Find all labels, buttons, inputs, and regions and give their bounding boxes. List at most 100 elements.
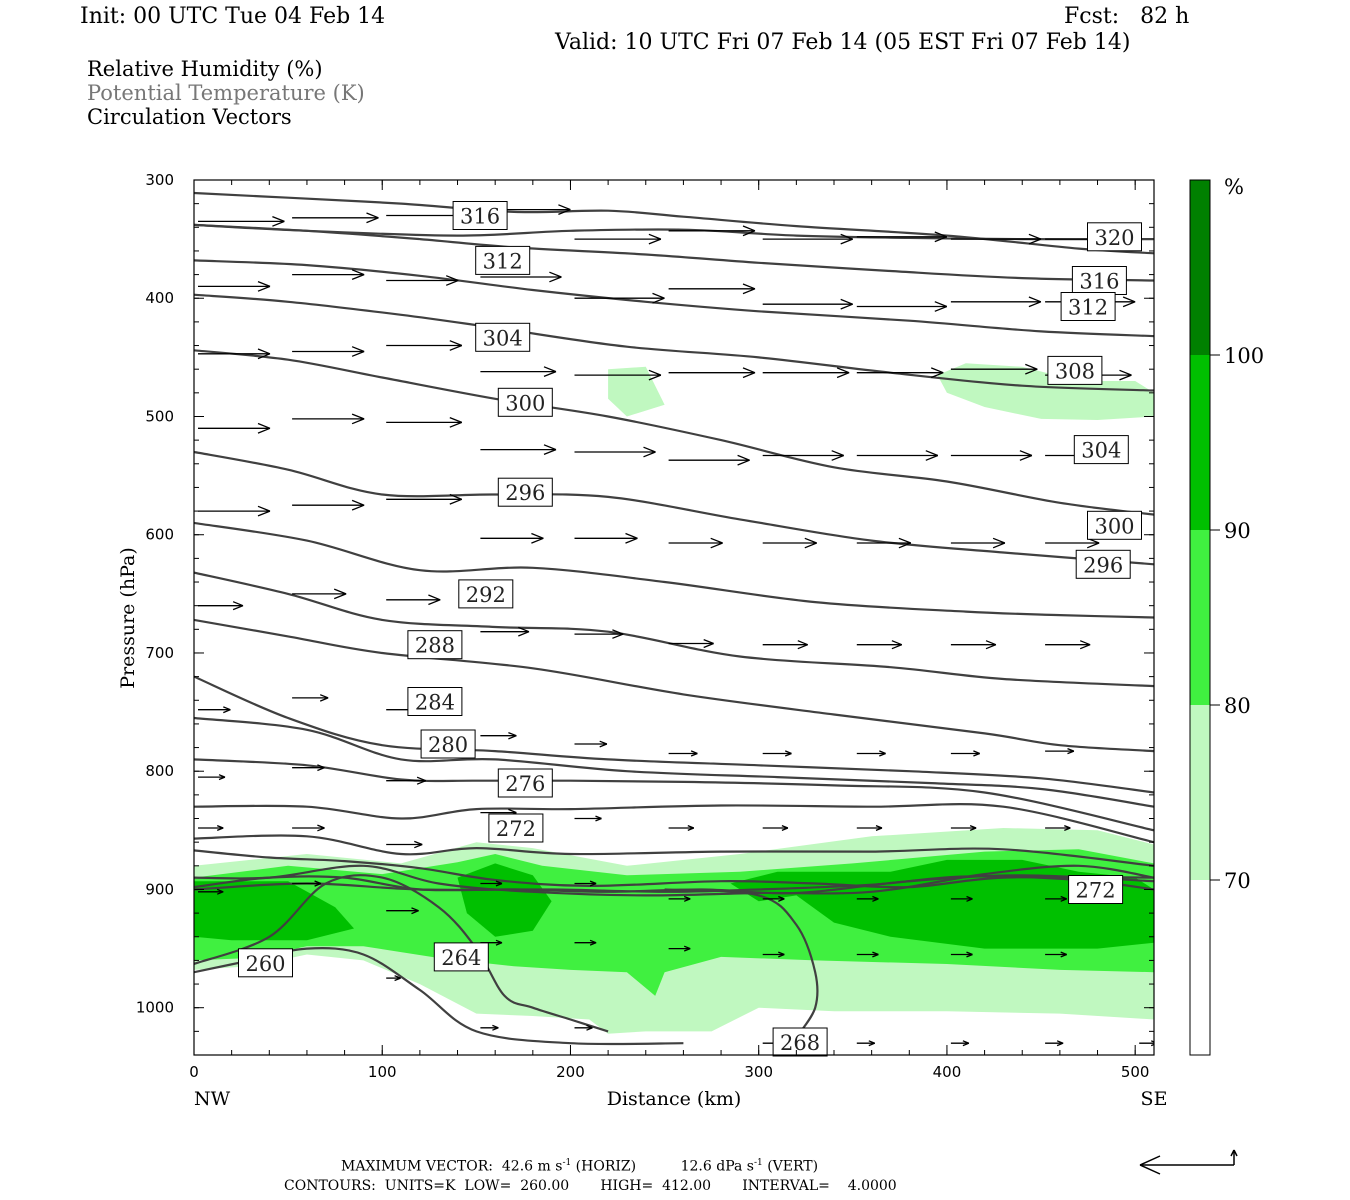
wind-vector <box>950 296 1042 308</box>
svg-text:292: 292 <box>466 583 506 607</box>
wind-vector <box>856 537 912 549</box>
wind-vector <box>198 601 244 611</box>
wind-vector <box>950 1040 970 1047</box>
axis-ticks: 0 100 200 300 400 500 300 400 500 600 700 800 900 100… <box>136 171 1154 1081</box>
wind-vector <box>668 945 691 952</box>
rh-colorbar: % 70 80 90 100 <box>1189 175 1264 1056</box>
wind-vector <box>762 450 844 461</box>
wind-vector <box>386 840 423 849</box>
colorbar-frame <box>1189 179 1211 1056</box>
theta-contour-316 <box>194 191 1154 255</box>
wind-vector <box>856 1040 876 1047</box>
svg-text:300: 300 <box>505 391 545 415</box>
colorbar-80-90 <box>1190 530 1210 705</box>
forecast-hour: Fcst: 82 h <box>1064 4 1190 29</box>
y-tick-label: 300 <box>145 171 174 189</box>
svg-text:272: 272 <box>1076 879 1116 903</box>
wind-vector <box>198 215 285 227</box>
theta-contour-layer <box>194 191 1154 1046</box>
theta-contour-316 <box>194 223 1154 282</box>
theta-contour-312 <box>194 259 1154 338</box>
wind-vector <box>668 638 714 649</box>
wind-vector <box>762 750 792 757</box>
x-tick-label: 100 <box>368 1063 397 1081</box>
wind-vector <box>668 454 750 466</box>
max-vector-line: MAXIMUM VECTOR: 42.6 m s-1 (HORIZ) 12.6 … <box>341 1158 818 1175</box>
svg-text:316: 316 <box>1079 270 1119 294</box>
colorbar-label-80: 80 <box>1224 694 1251 718</box>
wind-vector <box>198 706 231 714</box>
wind-vector <box>480 731 517 740</box>
wind-vector <box>292 764 325 772</box>
wind-vector <box>574 233 662 245</box>
theta-label-272: 272 <box>1068 875 1124 904</box>
legend-vectors: Circulation Vectors <box>87 105 292 129</box>
wind-vector <box>574 939 597 946</box>
colorbar-below-70 <box>1190 880 1210 1055</box>
theta-label-280: 280 <box>420 729 476 759</box>
theta-label-316: 316 <box>1071 266 1127 295</box>
theta-contour-304 <box>194 450 1154 566</box>
max-vector-label: MAXIMUM VECTOR: <box>341 1158 493 1175</box>
theta-contour-264 <box>194 874 609 1033</box>
theta-contour-308 <box>194 349 1154 516</box>
wind-vector <box>198 348 271 360</box>
theta-contour-300 <box>194 571 1154 688</box>
y-tick-label: 900 <box>145 880 174 898</box>
x-axis-label: Distance (km) <box>607 1088 742 1110</box>
svg-text:296: 296 <box>505 481 545 505</box>
wind-vector <box>950 895 973 902</box>
theta-label-272: 272 <box>488 813 544 843</box>
rh-fill-layer <box>194 363 1154 1034</box>
theta-contour-296 <box>194 716 1154 808</box>
theta-label-264: 264 <box>433 942 489 972</box>
svg-text:288: 288 <box>415 634 455 658</box>
colorbar-100 <box>1190 180 1210 355</box>
theta-contour-284 <box>194 834 1154 867</box>
wind-vector <box>480 444 557 456</box>
wind-vector <box>386 416 463 428</box>
max-vert-value: 12.6 dPa s <box>680 1158 754 1175</box>
wind-vector <box>198 824 224 832</box>
theta-label-296: 296 <box>497 477 553 507</box>
wind-vector <box>762 895 785 902</box>
wind-vector <box>386 275 459 286</box>
theta-label-276: 276 <box>497 768 553 798</box>
theta-contour-312 <box>194 293 1154 392</box>
wind-vector <box>574 740 608 748</box>
y-axis-label: Pressure (hPa) <box>117 547 139 689</box>
wind-vector <box>480 880 503 887</box>
wind-vector <box>292 499 365 511</box>
wind-vector <box>950 233 1042 245</box>
theta-label-284: 284 <box>407 687 463 716</box>
colorbar-label-100: 100 <box>1224 344 1264 368</box>
svg-text:296: 296 <box>1083 553 1123 577</box>
svg-text:312: 312 <box>483 249 523 273</box>
wind-vector <box>292 694 329 702</box>
wind-vector <box>856 640 903 650</box>
theta-contour-280 <box>194 849 1154 889</box>
wind-vector <box>480 626 530 637</box>
theta-contour-300 <box>194 618 1154 753</box>
theta-contour-292 <box>194 758 1154 832</box>
init-time: Init: 00 UTC Tue 04 Feb 14 <box>80 4 386 29</box>
y-tick-label: 600 <box>145 526 174 544</box>
x-end-label-right: SE <box>1141 1088 1168 1110</box>
wind-vector <box>762 640 808 650</box>
theta-label-312: 312 <box>475 245 531 275</box>
wind-vector <box>1139 1040 1154 1047</box>
max-horiz-value: 42.6 m s <box>501 1158 563 1175</box>
wind-vector <box>198 774 226 781</box>
wind-vector <box>668 367 756 379</box>
theta-contour-272 <box>194 875 1154 893</box>
wind-vector <box>762 537 817 549</box>
wind-vector <box>856 951 879 958</box>
wind-vector <box>574 292 665 304</box>
svg-text:284: 284 <box>415 691 455 715</box>
max-horiz-exponent: -1 <box>562 1158 572 1168</box>
wind-vector <box>856 750 886 757</box>
wind-vector <box>668 225 756 237</box>
wind-vector <box>856 895 879 902</box>
max-vert-exponent: -1 <box>753 1158 763 1168</box>
